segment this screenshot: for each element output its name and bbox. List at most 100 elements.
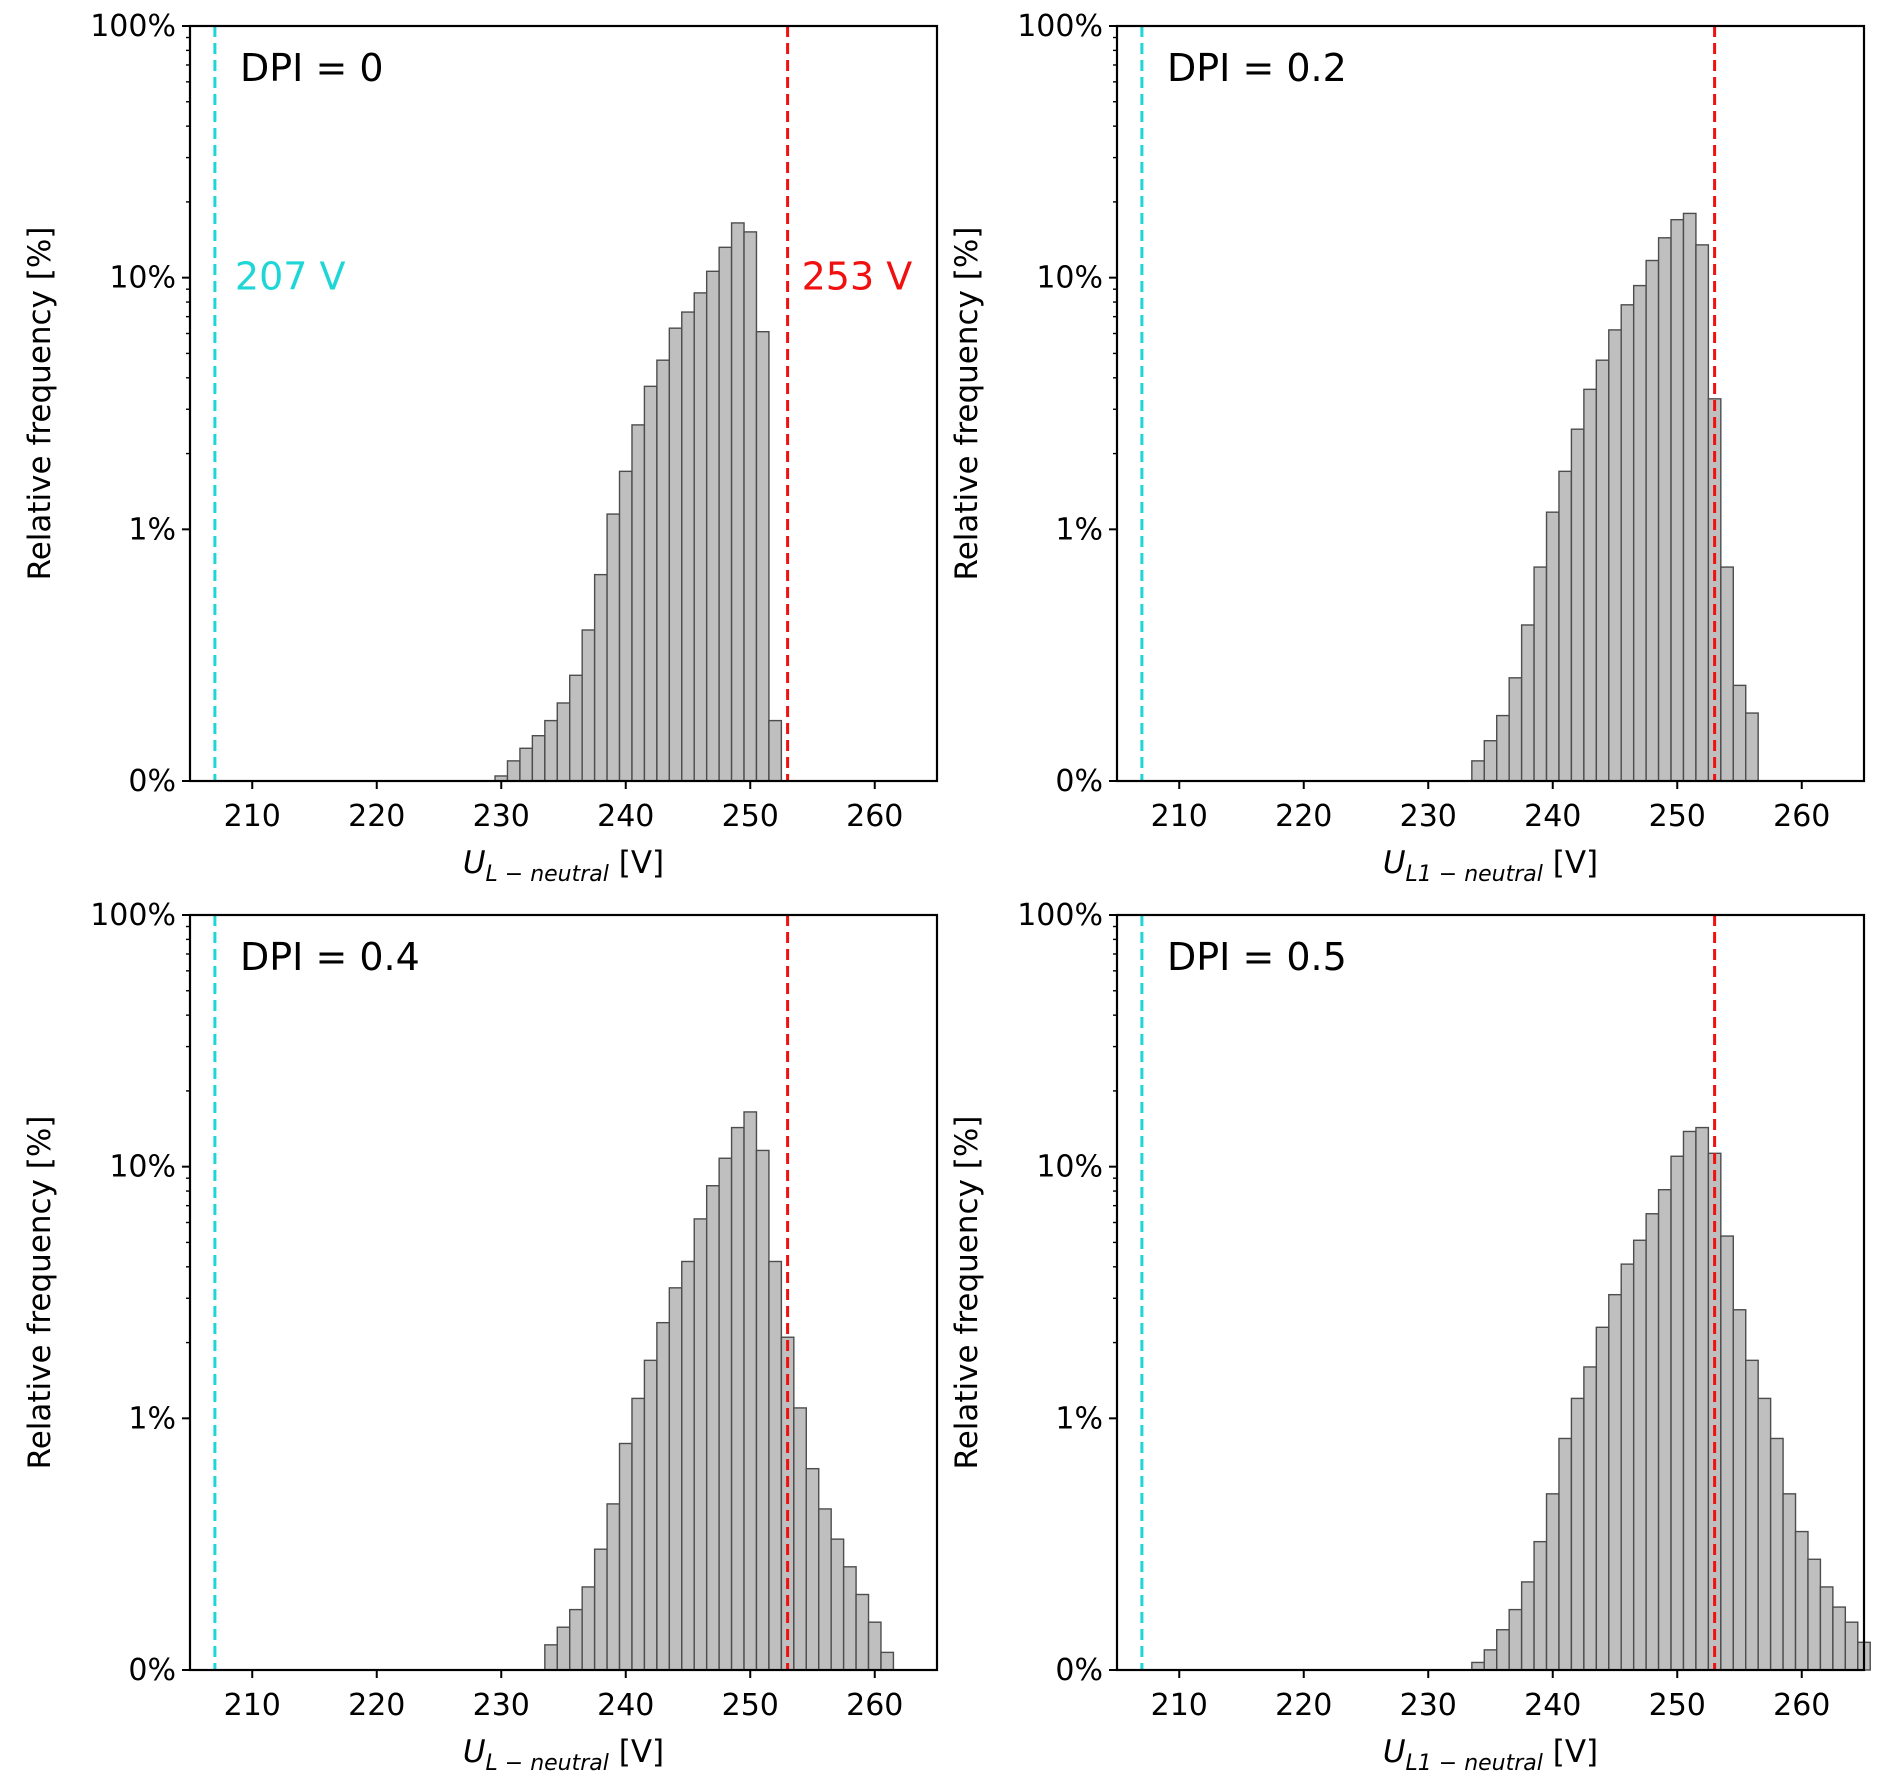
x-tick-label: 210	[224, 1688, 281, 1723]
x-axis-label-symbol: U	[1383, 845, 1406, 881]
histogram-bar	[631, 424, 646, 782]
histogram-bar	[1496, 1629, 1510, 1671]
histogram-bar	[867, 1621, 882, 1671]
y-tick-label: 10%	[109, 1150, 176, 1185]
histogram-bar	[1682, 212, 1697, 782]
histogram-bar	[1819, 1586, 1834, 1671]
x-axis-label: UL1 − neutral [V]	[1383, 1734, 1598, 1776]
histogram-bar	[668, 327, 683, 782]
plot-frame	[188, 24, 939, 783]
y-tick-label: 1%	[1055, 1401, 1103, 1436]
x-tick-label: 260	[1773, 799, 1830, 834]
histogram-bar	[1657, 1188, 1672, 1671]
x-tick-label: 250	[1649, 799, 1706, 834]
histogram-bar	[1570, 1397, 1585, 1671]
histogram-bar	[1794, 1530, 1809, 1671]
panel-title: DPI = 0.5	[1167, 935, 1347, 979]
histogram-bar	[556, 702, 571, 782]
histogram-bar	[1632, 284, 1647, 782]
x-tick-label: 220	[1275, 1688, 1332, 1723]
histogram-bar	[1595, 1326, 1610, 1671]
histogram-bar	[705, 270, 720, 782]
histogram-bar	[643, 1359, 658, 1671]
histogram-bar	[506, 760, 521, 782]
y-tick-label: 0%	[128, 764, 176, 799]
chart-panel-3: 210 220 230 240 250 260 0% 1% 10% 100% DPI = 0.4 Re…	[22, 898, 939, 1776]
histogram-bar	[618, 470, 633, 782]
histogram-bar	[681, 311, 695, 782]
histogram-bar	[1483, 740, 1498, 782]
histogram-bar	[531, 735, 546, 782]
histogram-bar	[1769, 1437, 1784, 1671]
x-axis-label: UL1 − neutral [V]	[1383, 845, 1598, 887]
histogram-bar	[1645, 1213, 1660, 1671]
histogram-bar	[668, 1287, 683, 1671]
histogram-bar	[1545, 511, 1560, 782]
histogram-bar	[593, 573, 608, 782]
histogram-bar	[1757, 1397, 1772, 1671]
histogram-bar	[643, 385, 658, 782]
y-tick-label: 100%	[1017, 898, 1103, 933]
histogram-bar	[519, 747, 534, 782]
histogram-bar	[1670, 1155, 1685, 1671]
y-tick-label: 10%	[1036, 1150, 1103, 1185]
histogram-bar	[1732, 684, 1747, 782]
histogram-bar	[544, 1644, 558, 1671]
x-tick-label: 230	[473, 799, 530, 834]
x-tick-label: 240	[597, 1688, 654, 1723]
x-tick-label: 240	[1524, 799, 1581, 834]
histogram-bar	[705, 1185, 720, 1671]
plot-frame	[1115, 913, 1866, 1672]
histogram-bar	[755, 330, 770, 782]
histogram-bar	[1657, 237, 1672, 782]
histogram-bar	[1745, 712, 1759, 782]
x-axis-label-unit: [V]	[609, 845, 664, 881]
y-axis-label: Relative frequency [%]	[22, 1116, 58, 1470]
x-axis-label-subscript: L1 − neutral	[1406, 1751, 1543, 1776]
x-axis-label-symbol: U	[463, 845, 486, 881]
histogram-bar	[693, 1218, 708, 1671]
x-tick-label: 250	[1649, 1688, 1706, 1723]
histogram-bar	[1620, 1263, 1635, 1671]
chart-panel-4: 210 220 230 240 250 260 0% 1% 10% 100% DPI = 0.5 Re…	[949, 898, 1871, 1776]
histogram-bar	[1720, 1235, 1734, 1671]
y-axis-label: Relative frequency [%]	[949, 1116, 985, 1470]
x-tick-label: 240	[597, 799, 654, 834]
y-tick-label: 10%	[109, 261, 176, 296]
histogram-bar	[1620, 304, 1635, 782]
x-tick-label: 220	[1275, 799, 1332, 834]
histogram-bar	[593, 1548, 608, 1671]
histogram-bar	[1695, 244, 1710, 782]
histogram-bar	[880, 1651, 895, 1671]
x-axis-label-unit: [V]	[1543, 845, 1598, 881]
y-tick-label: 0%	[128, 1653, 176, 1688]
histogram-bar	[1496, 714, 1510, 782]
histogram-bar	[805, 1467, 820, 1671]
chart-panel-2: 210 220 230 240 250 260 0% 1% 10% 100% DPI = 0.2 Re…	[949, 9, 1866, 887]
histogram-bar	[768, 719, 783, 782]
histogram-bar	[1608, 329, 1622, 782]
x-tick-label: 250	[722, 799, 779, 834]
histogram-bar	[830, 1538, 845, 1671]
histogram-bar	[1533, 1540, 1548, 1671]
x-axis-label-symbol: U	[463, 1734, 486, 1770]
panel-title: DPI = 0.4	[240, 935, 420, 979]
histogram-bar	[1695, 1126, 1710, 1671]
histogram-bar	[581, 629, 596, 782]
histogram-bar	[743, 231, 758, 782]
histogram-bar	[1595, 359, 1610, 782]
histogram-bar	[1682, 1130, 1697, 1671]
histogram-bar	[1670, 218, 1685, 782]
x-axis-label: UL − neutral [V]	[463, 845, 664, 887]
x-axis-label-subscript: L − neutral	[486, 1751, 609, 1776]
histogram-bar	[730, 222, 745, 782]
histogram-bar	[1583, 1366, 1598, 1671]
histogram-bar	[1508, 1608, 1523, 1671]
histogram-bar	[656, 1321, 671, 1671]
x-tick-label: 210	[1151, 799, 1208, 834]
histogram-bar	[1520, 624, 1535, 782]
histogram-bar	[569, 1608, 583, 1671]
histogram-bar	[755, 1149, 770, 1671]
plot-frame	[1115, 24, 1866, 783]
